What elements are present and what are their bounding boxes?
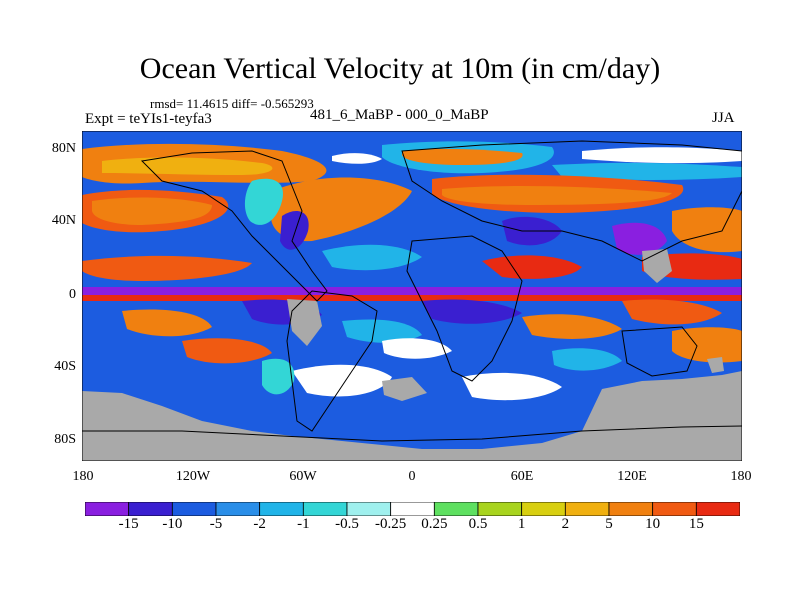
field-patch [622, 299, 722, 325]
colorbar-label: -0.25 [375, 516, 407, 532]
x-tick-label: 180 [730, 469, 752, 484]
field-patch [244, 178, 283, 225]
south-america-land [287, 299, 322, 346]
colorbar-label: 15 [688, 516, 704, 532]
colorbar-label: 5 [605, 516, 613, 532]
field-patch [422, 299, 522, 324]
x-tick-label: 120W [175, 469, 211, 484]
colorbar-label: 10 [645, 516, 661, 532]
colorbar-swatch [128, 502, 173, 516]
colorbar-label: -15 [118, 516, 139, 532]
colorbar-swatch [477, 502, 523, 516]
y-tick-label: 40S [54, 359, 76, 374]
x-tick-label: 60E [510, 469, 534, 484]
colorbar [85, 502, 740, 516]
field-patch [672, 207, 742, 253]
colorbar-swatch [390, 502, 435, 516]
field-patch [552, 162, 742, 180]
colorbar-swatch [695, 502, 740, 516]
colorbar-label: -10 [162, 516, 183, 532]
colorbar-swatch [521, 502, 566, 516]
africa-outline [406, 235, 523, 382]
field-patch [102, 157, 273, 175]
field-patch [182, 338, 272, 364]
continent-outlines [82, 140, 742, 442]
colorbar-swatch [215, 502, 261, 516]
colorbar-swatch [259, 502, 304, 516]
eurasia-outline [401, 140, 742, 262]
x-tick-label: 180 [72, 469, 94, 484]
equatorial-band [82, 295, 742, 301]
map-title: Ocean Vertical Velocity at 10m (in cm/da… [139, 52, 661, 85]
colorbar-swatch [85, 502, 130, 516]
field-patch [482, 255, 582, 279]
colorbar-swatch [564, 502, 610, 516]
equatorial-band [82, 287, 742, 295]
field-patch [582, 147, 742, 164]
season-label: JJA [712, 110, 735, 126]
antarctica-outline [82, 425, 742, 442]
north-america-outline [140, 150, 328, 302]
colorbar-label: 2 [561, 516, 570, 532]
x-tick-label: 0 [408, 469, 416, 484]
field-patch [332, 153, 382, 164]
field-patch [280, 211, 309, 250]
period-label: 481_6_MaBP - 000_0_MaBP [310, 107, 489, 123]
colorbar-swatch [433, 502, 479, 516]
field-patch [122, 309, 212, 337]
x-tick-label: 60W [289, 469, 317, 484]
field-patch [292, 364, 392, 397]
field-patch [382, 338, 452, 359]
y-tick-label: 0 [69, 287, 76, 302]
colorbar-label: -1 [297, 516, 310, 532]
field-patch [342, 319, 422, 343]
x-tick-label: 120E [617, 469, 647, 484]
colorbar-swatch [302, 502, 348, 516]
y-tick-label: 80S [54, 432, 76, 447]
field-patch [552, 348, 622, 371]
field-patch [322, 244, 422, 271]
y-tick-label: 80N [51, 141, 76, 156]
colorbar-swatch [652, 502, 697, 516]
antarctica-land [82, 371, 742, 461]
colorbar-swatch [608, 502, 654, 516]
australia-outline [621, 326, 698, 377]
islands-land [707, 357, 724, 373]
field-patch [522, 314, 622, 339]
field-patch [402, 148, 523, 165]
y-tick-label: 40N [51, 213, 76, 228]
colorbar-label: -2 [253, 516, 266, 532]
field-patch [262, 358, 295, 395]
islands-land [382, 377, 427, 401]
experiment-label: Expt = teYIs1-teyfa3 [85, 111, 212, 127]
colorbar-label: 0.5 [468, 516, 488, 532]
south-america-outline [286, 290, 378, 432]
field-patch [92, 197, 212, 225]
stats-label: rmsd= 11.4615 diff= -0.565293 [150, 96, 314, 111]
colorbar-label: -5 [209, 516, 223, 532]
colorbar-label: 1 [517, 516, 526, 532]
field-patch [612, 222, 667, 255]
velocity-map [82, 131, 742, 461]
field-patch [462, 372, 562, 401]
field-patch [442, 186, 672, 205]
colorbar-swatch [171, 502, 217, 516]
land-masses [82, 249, 742, 461]
colorbar-swatch [346, 502, 392, 516]
colorbar-label: -0.5 [335, 516, 359, 532]
colorbar-label: 0.25 [421, 516, 448, 532]
field-patch [82, 255, 252, 281]
